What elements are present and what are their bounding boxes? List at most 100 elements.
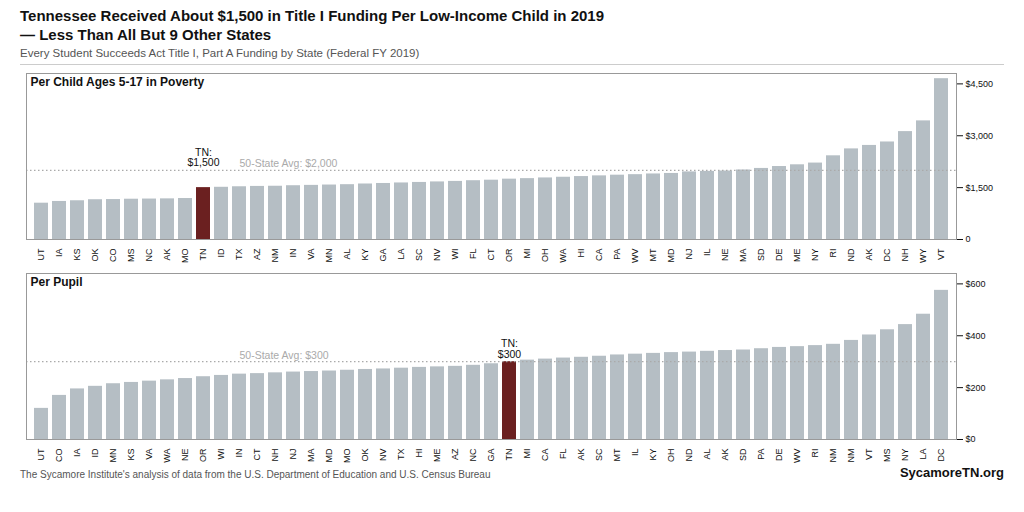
svg-text:KY: KY	[648, 449, 658, 461]
svg-text:RI: RI	[828, 249, 838, 258]
svg-text:CT: CT	[486, 248, 496, 260]
svg-text:UT: UT	[36, 448, 46, 460]
svg-text:$400: $400	[966, 331, 986, 341]
svg-text:ND: ND	[684, 448, 694, 461]
svg-text:FL: FL	[558, 449, 568, 460]
svg-text:CA: CA	[540, 449, 550, 462]
svg-text:TX: TX	[234, 249, 244, 261]
svg-text:WV: WV	[630, 249, 640, 264]
svg-text:VA: VA	[306, 249, 316, 260]
svg-text:ME: ME	[792, 249, 802, 263]
svg-text:IL: IL	[702, 249, 712, 257]
svg-text:WA: WA	[162, 449, 172, 463]
svg-text:TX: TX	[396, 449, 406, 461]
svg-text:WV: WV	[792, 449, 802, 464]
svg-text:DE: DE	[774, 449, 784, 462]
svg-text:MD: MD	[324, 448, 334, 462]
svg-text:AK: AK	[864, 249, 874, 261]
svg-text:NY: NY	[900, 449, 910, 462]
svg-text:NE: NE	[720, 249, 730, 262]
svg-text:WY: WY	[918, 249, 928, 264]
svg-text:AK: AK	[162, 249, 172, 261]
svg-text:KY: KY	[360, 249, 370, 261]
svg-text:MO: MO	[342, 449, 352, 464]
svg-text:DE: DE	[774, 249, 784, 262]
svg-text:0: 0	[966, 234, 971, 244]
svg-text:AZ: AZ	[252, 248, 262, 260]
svg-text:ID: ID	[90, 448, 100, 458]
svg-text:LA: LA	[396, 249, 406, 260]
svg-text:MN: MN	[324, 249, 334, 263]
svg-text:AK: AK	[720, 449, 730, 461]
svg-text:WA: WA	[558, 249, 568, 263]
svg-text:NJ: NJ	[684, 249, 694, 260]
svg-text:NM: NM	[828, 449, 838, 463]
svg-text:UT: UT	[36, 248, 46, 260]
svg-text:FL: FL	[468, 249, 478, 260]
svg-text:ID: ID	[216, 248, 226, 258]
svg-text:HI: HI	[576, 249, 586, 258]
svg-text:MA: MA	[738, 249, 748, 263]
svg-text:HI: HI	[414, 449, 424, 458]
svg-text:IL: IL	[630, 449, 640, 457]
svg-text:$600: $600	[966, 279, 986, 289]
svg-text:MD: MD	[666, 248, 676, 262]
svg-text:MN: MN	[108, 449, 118, 463]
svg-text:VT: VT	[936, 248, 946, 260]
svg-text:KS: KS	[126, 449, 136, 461]
svg-text:VT: VT	[864, 448, 874, 460]
svg-text:PA: PA	[756, 449, 766, 460]
svg-text:AL: AL	[342, 249, 352, 260]
svg-text:NV: NV	[432, 249, 442, 262]
svg-text:OH: OH	[540, 249, 550, 263]
svg-text:NJ: NJ	[288, 449, 298, 460]
svg-text:MS: MS	[882, 449, 892, 463]
svg-text:OH: OH	[666, 449, 676, 463]
svg-text:MT: MT	[612, 448, 622, 461]
svg-text:Per Pupil: Per Pupil	[31, 275, 83, 289]
svg-text:MI: MI	[522, 449, 532, 459]
svg-text:MT: MT	[648, 248, 658, 261]
svg-text:SC: SC	[414, 248, 424, 261]
svg-text:RI: RI	[810, 449, 820, 458]
svg-text:OK: OK	[360, 449, 370, 462]
svg-text:NC: NC	[468, 448, 478, 461]
svg-text:$3,000: $3,000	[966, 131, 994, 141]
svg-text:IA: IA	[72, 449, 82, 458]
svg-text:WI: WI	[450, 249, 460, 260]
svg-text:NH: NH	[270, 449, 280, 462]
svg-text:SD: SD	[756, 248, 766, 261]
svg-text:SD: SD	[738, 448, 748, 461]
svg-text:GA: GA	[378, 249, 388, 262]
svg-text:WI: WI	[216, 449, 226, 460]
svg-text:LA: LA	[918, 449, 928, 460]
svg-text:PA: PA	[612, 249, 622, 260]
svg-text:NM: NM	[846, 449, 856, 463]
svg-text:CA: CA	[594, 249, 604, 262]
svg-text:ND: ND	[846, 248, 856, 261]
svg-text:$1,500: $1,500	[966, 183, 994, 193]
svg-text:TN: TN	[504, 449, 514, 461]
svg-text:NE: NE	[180, 449, 190, 462]
svg-text:CO: CO	[108, 249, 118, 263]
svg-text:$200: $200	[966, 383, 986, 393]
svg-text:ME: ME	[432, 449, 442, 463]
svg-text:$0: $0	[966, 434, 976, 444]
svg-text:NV: NV	[378, 449, 388, 462]
svg-text:DC: DC	[936, 448, 946, 461]
svg-text:GA: GA	[486, 449, 496, 462]
svg-text:OR: OR	[198, 448, 208, 462]
svg-text:NY: NY	[810, 249, 820, 262]
svg-text:TN:$1,500: TN:$1,500	[187, 146, 219, 169]
svg-text:OK: OK	[90, 249, 100, 262]
svg-text:SC: SC	[594, 448, 604, 461]
svg-text:TN: TN	[198, 249, 208, 261]
svg-text:AZ: AZ	[450, 448, 460, 460]
svg-text:Per Child Ages 5-17 in Poverty: Per Child Ages 5-17 in Poverty	[31, 75, 205, 89]
svg-text:MI: MI	[522, 249, 532, 259]
svg-text:KS: KS	[72, 249, 82, 261]
svg-text:AL: AL	[702, 449, 712, 460]
svg-text:IN: IN	[288, 249, 298, 258]
svg-text:MO: MO	[180, 249, 190, 264]
svg-text:MA: MA	[306, 449, 316, 463]
